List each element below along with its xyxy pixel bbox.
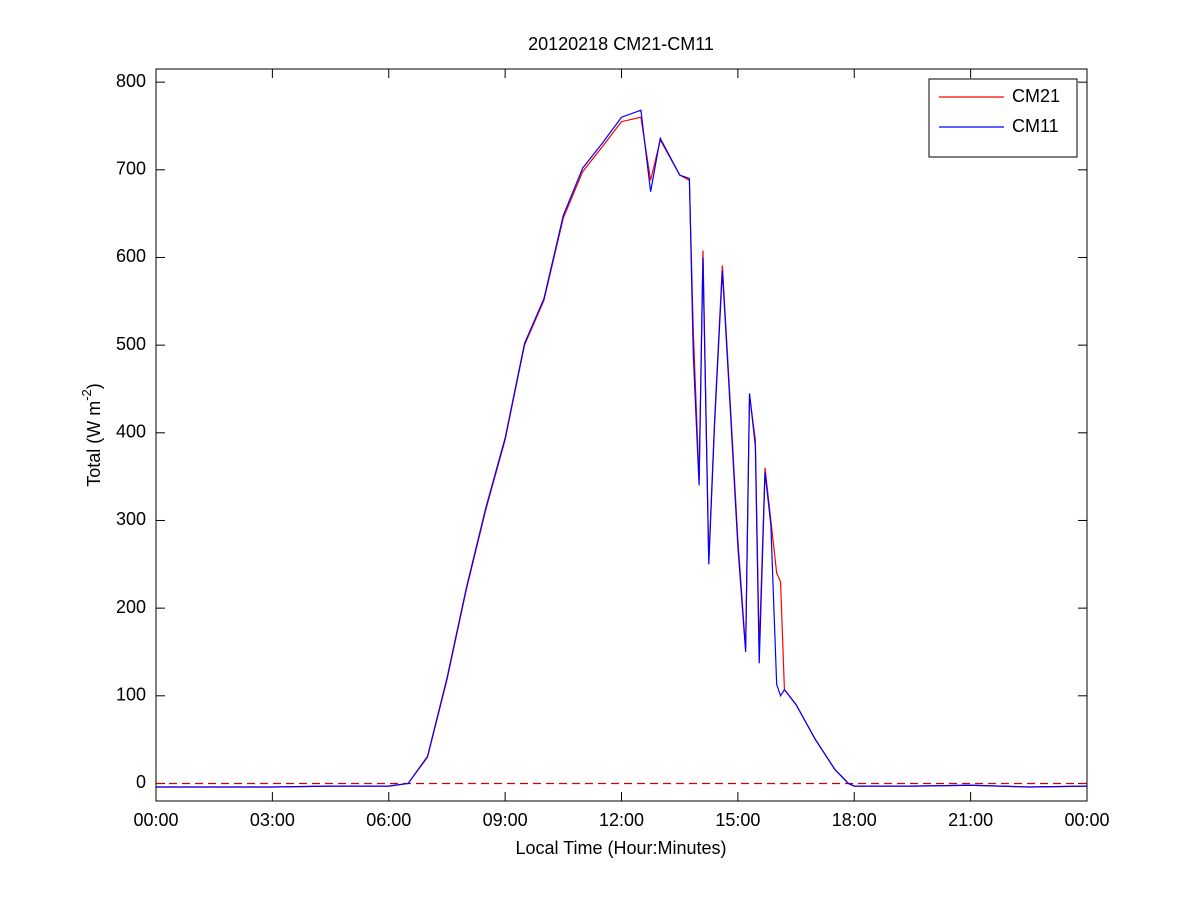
y-axis-label: Total (W m-2)	[79, 383, 103, 487]
y-axis-label-text: Total (W m	[84, 401, 104, 487]
x-tick-label: 03:00	[250, 810, 295, 830]
x-tick-label: 18:00	[832, 810, 877, 830]
plot-area	[156, 69, 1087, 801]
series-line	[156, 109, 1088, 788]
legend-label: CM11	[1012, 116, 1059, 136]
axes-box	[155, 68, 1088, 802]
y-tick-label: 500	[116, 334, 146, 354]
x-tick-label: 15:00	[715, 810, 760, 830]
y-tick-label: 300	[116, 509, 146, 529]
legend-label: CM21	[1012, 86, 1060, 106]
y-tick-label: 0	[136, 772, 146, 792]
x-tick-label: 21:00	[948, 810, 993, 830]
x-tick-label: 09:00	[483, 810, 528, 830]
x-axis-label: Local Time (Hour:Minutes)	[515, 838, 726, 858]
y-tick-label: 800	[116, 71, 146, 91]
y-axis-label-superscript: -2	[79, 389, 94, 401]
y-tick-label: 700	[116, 159, 146, 179]
y-tick-label: 200	[116, 597, 146, 617]
x-tick-label: 06:00	[366, 810, 411, 830]
y-tick-label: 600	[116, 246, 146, 266]
y-tick-label: 100	[116, 685, 146, 705]
x-tick-label: 12:00	[599, 810, 644, 830]
chart-title: 20120218 CM21-CM11	[528, 34, 714, 54]
x-tick-label: 00:00	[133, 810, 178, 830]
y-axis-label-suffix: )	[84, 383, 104, 389]
legend-box	[928, 78, 1078, 158]
y-tick-label: 400	[116, 422, 146, 442]
x-tick-label: 00:00	[1064, 810, 1109, 830]
